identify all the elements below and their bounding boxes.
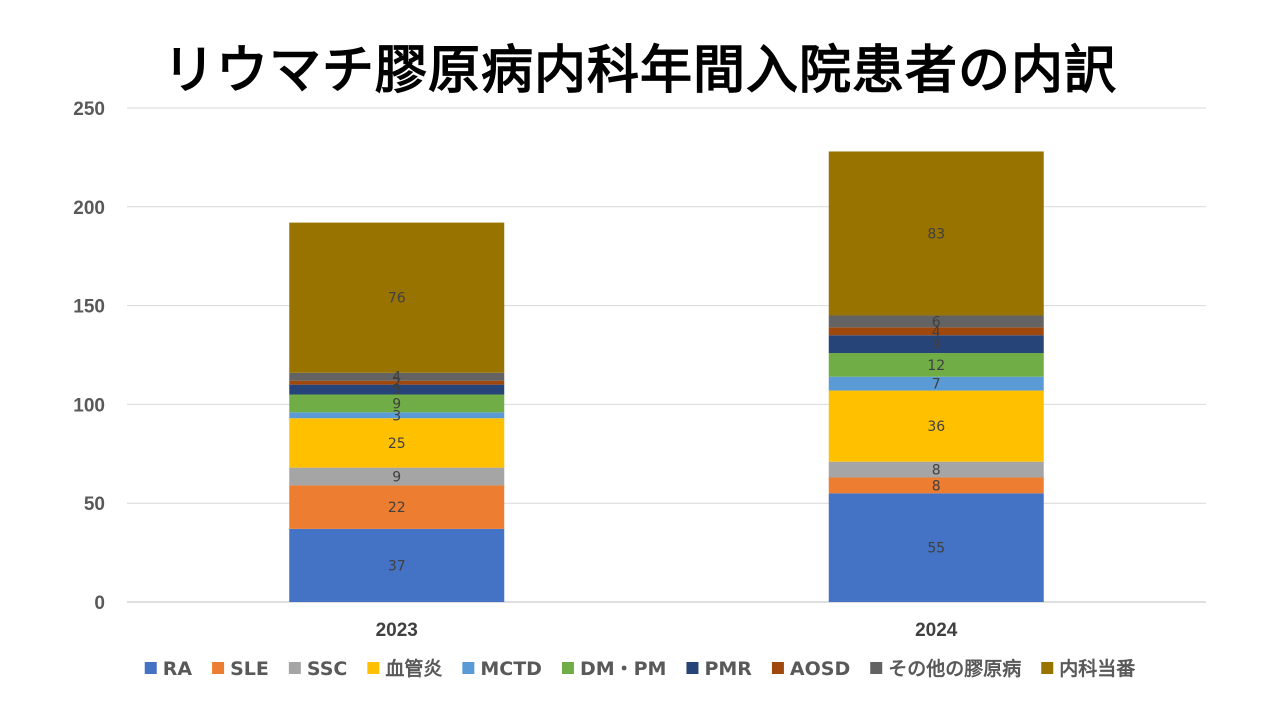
x-tick-label: 2024 — [915, 620, 958, 641]
bar-segment — [828, 477, 1044, 494]
bar-segment — [828, 151, 1044, 316]
bar-segment — [828, 461, 1044, 478]
legend-swatch — [462, 662, 475, 674]
bar-segment — [828, 327, 1044, 336]
data-label: 9 — [392, 396, 401, 412]
bar-segment — [828, 315, 1044, 328]
data-label: 3 — [392, 408, 401, 424]
legend-item: PMR — [686, 658, 752, 680]
x-axis: 2023 2024 — [376, 620, 958, 641]
data-label: 22 — [388, 500, 406, 516]
data-label: 76 — [388, 291, 406, 307]
y-tick-label: 150 — [73, 297, 105, 318]
legend-item: DM・PM — [561, 658, 667, 680]
x-tick-label: 2023 — [376, 620, 418, 641]
legend-label: AOSD — [790, 658, 850, 680]
legend-label: SSC — [307, 658, 347, 680]
legend-swatch — [771, 662, 784, 674]
data-label: 83 — [927, 226, 945, 242]
data-label: 2 — [392, 376, 401, 392]
data-label: 9 — [932, 337, 941, 353]
bar-segment — [289, 412, 505, 419]
bar-segment — [289, 485, 505, 529]
bar-segment — [289, 222, 505, 373]
y-tick-label: 0 — [94, 593, 105, 614]
legend-label: DM・PM — [580, 658, 667, 680]
gridlines — [127, 107, 1206, 603]
data-label: 4 — [392, 370, 401, 386]
bar-segment — [289, 467, 505, 486]
data-label: 9 — [392, 470, 401, 486]
legend-label: SLE — [230, 658, 269, 680]
bar-segment — [289, 384, 505, 395]
bar-segment — [289, 528, 505, 602]
data-label: 7 — [932, 377, 941, 393]
legend-swatch — [288, 662, 301, 674]
y-tick-label: 200 — [73, 198, 105, 219]
data-label: 4 — [932, 324, 941, 340]
bar-segment — [828, 493, 1044, 602]
legend-label: RA — [163, 658, 193, 680]
y-tick-label: 50 — [84, 494, 105, 515]
bar-segment — [289, 372, 505, 381]
bar-segment — [828, 353, 1044, 377]
data-label: 36 — [927, 419, 945, 435]
legend-item: その他の膠原病 — [870, 657, 1021, 680]
legend-swatch — [686, 662, 699, 674]
bar-segment — [289, 418, 505, 468]
y-tick-label: 250 — [73, 99, 105, 120]
legend-label: 血管炎 — [385, 657, 442, 680]
legend-label: PMR — [704, 658, 752, 680]
data-label: 8 — [932, 463, 941, 479]
legend: RA SLE SSC 血管炎 MCTD DM・PM PMR AOSD その他の膠原病 内科当番 — [144, 657, 1136, 680]
y-axis: 0 50 100 150 200 250 — [73, 99, 105, 614]
data-label: 12 — [927, 358, 945, 374]
legend-swatch — [1041, 662, 1054, 674]
legend-item: RA — [144, 658, 193, 680]
bar-segment — [828, 335, 1044, 354]
legend-item: SSC — [288, 658, 347, 680]
legend-item: MCTD — [462, 658, 542, 680]
data-label: 6 — [932, 314, 941, 330]
bar-segment — [828, 390, 1044, 462]
legend-swatch — [870, 662, 883, 674]
legend-swatch — [367, 662, 380, 674]
legend-label: その他の膠原病 — [888, 657, 1021, 680]
legend-item: AOSD — [771, 658, 850, 680]
data-label: 8 — [932, 478, 941, 494]
bar-segment — [289, 394, 505, 413]
data-label: 37 — [388, 558, 406, 574]
legend-swatch — [144, 662, 157, 674]
legend-label: MCTD — [480, 658, 542, 680]
legend-swatch — [561, 662, 574, 674]
bar-segment — [289, 380, 505, 385]
bars — [289, 151, 1044, 602]
y-tick-label: 100 — [73, 395, 105, 416]
legend-label: 内科当番 — [1059, 657, 1136, 680]
legend-item: 血管炎 — [367, 657, 442, 680]
legend-swatch — [212, 662, 225, 674]
data-label: 25 — [388, 436, 406, 452]
chart-title: リウマチ膠原病内科年間入院患者の内訳 — [162, 41, 1117, 101]
legend-item: SLE — [212, 658, 269, 680]
data-label: 5 — [392, 383, 401, 399]
data-label: 55 — [927, 541, 945, 557]
bar-segment — [828, 376, 1044, 391]
legend-item: 内科当番 — [1041, 657, 1136, 680]
